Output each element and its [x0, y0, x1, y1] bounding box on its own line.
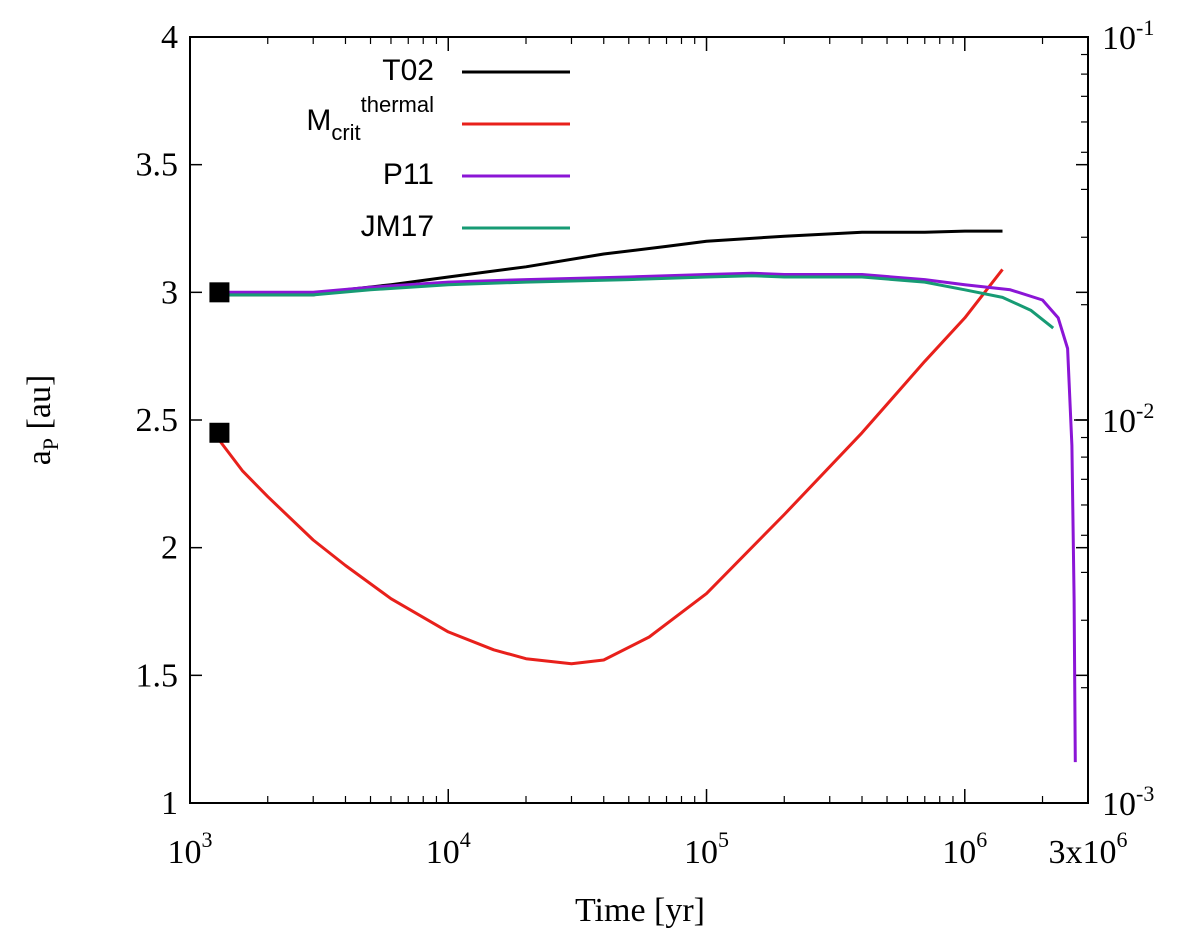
y2-tick-label: 10-1 [1102, 15, 1154, 57]
x-axis-title: Time [yr] [575, 892, 705, 929]
y2-tick-label: 10-3 [1102, 781, 1154, 823]
start-marker [209, 282, 230, 303]
series-line-p11 [219, 271, 1077, 763]
y2-tick-label: 10-2 [1102, 398, 1154, 440]
x-tick-label: 106 [942, 827, 987, 871]
y-tick-label: 2 [161, 530, 178, 567]
y-tick-label: 1.5 [136, 657, 179, 694]
y-tick-label: 3 [161, 274, 178, 311]
plot-frame [189, 36, 1089, 804]
legend-label-mcrit: Mcritthermal [306, 92, 434, 145]
series-layer [218, 229, 1077, 763]
legend-label-jm17: JM17 [361, 210, 434, 243]
right-axis-ticks: 10-3 10-2 10-1 [1074, 15, 1154, 823]
y-tick-label: 4 [161, 19, 178, 56]
x-tick-label: 103 [168, 827, 213, 871]
x-tick-label: 105 [684, 827, 729, 871]
series-line-m [218, 268, 1004, 666]
x-tick-label: 3x106 [1049, 827, 1128, 871]
series-line-t02 [219, 229, 1003, 297]
legend-label-t02: T02 [382, 54, 434, 87]
series-line-jm17 [219, 274, 1055, 330]
y-axis-title: aP [au] [21, 375, 63, 466]
legend: T02 Mcritthermal P11 JM17 [306, 54, 570, 243]
y-tick-label: 3.5 [136, 147, 179, 184]
y-tick-label: 1 [161, 785, 178, 822]
x-tick-label: 104 [426, 827, 471, 871]
legend-label-p11: P11 [383, 158, 434, 191]
start-marker [209, 422, 230, 443]
y-tick-label: 2.5 [136, 402, 179, 439]
bottom-axis-ticks: 103 104 105 106 3x106 [168, 37, 1128, 871]
marker-layer [209, 282, 230, 443]
left-axis-ticks: 1 1.5 2 2.5 3 3.5 4 [136, 19, 1088, 822]
